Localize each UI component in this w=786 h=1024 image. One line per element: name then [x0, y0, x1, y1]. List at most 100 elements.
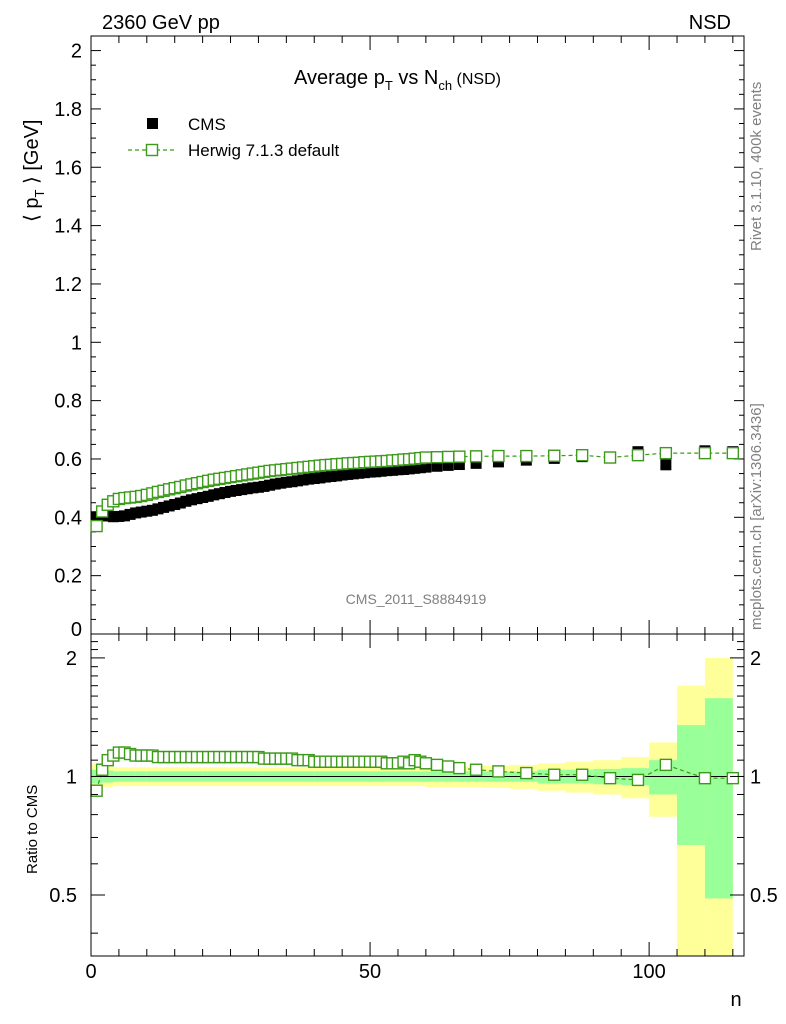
legend: CMS Herwig 7.1.3 default	[128, 115, 339, 160]
ratio-uncertainty-bands	[91, 657, 733, 956]
ratio-herwig-point	[698, 771, 712, 785]
cms-data-point	[275, 477, 287, 489]
cms-data-point	[280, 476, 292, 488]
cms-data-point	[314, 472, 326, 484]
cms-data-point	[308, 473, 320, 485]
process-label: NSD	[689, 12, 731, 34]
cms-data-point	[158, 501, 170, 513]
main-y-tick-label: 0.6	[54, 449, 82, 471]
main-y-tick-label: 1.4	[54, 216, 82, 238]
ratio-markers	[90, 746, 740, 797]
ratio-y-tick-label-right: 1	[750, 766, 761, 788]
cms-data-point	[141, 505, 153, 517]
ratio-herwig-point	[520, 766, 533, 780]
ratio-plot-frame	[90, 633, 745, 957]
cms-data-point	[202, 490, 214, 502]
ratio-inner-band	[704, 698, 733, 899]
cms-data-point	[174, 497, 186, 509]
main-x-ticks	[90, 36, 734, 634]
cms-data-point	[375, 465, 387, 477]
plot-title: Average pT vs Nch (NSD)	[294, 67, 501, 93]
cms-data-point	[124, 508, 136, 520]
legend-cms-marker	[147, 118, 158, 129]
cms-data-point	[264, 479, 276, 491]
rivet-version: Rivet 3.1.10, 400k events	[748, 82, 765, 251]
ratio-y-tick-label-right: 0.5	[750, 885, 778, 907]
cms-data-point	[241, 483, 253, 495]
ratio-herwig-point	[453, 761, 466, 775]
cms-data-point	[319, 471, 331, 483]
cms-data-point	[292, 475, 304, 487]
title-sub-ch: ch	[438, 78, 452, 93]
cms-data-point	[225, 485, 237, 497]
herwig-point	[90, 519, 103, 533]
herwig-point	[441, 450, 455, 464]
ratio-y-tick-label: 1	[66, 766, 77, 788]
main-y-tick-label: 0	[71, 619, 82, 641]
ratio-herwig-point	[548, 768, 561, 781]
cms-data-point	[398, 463, 410, 475]
main-y-axis-label: ⟨ pT ⟩ [GeV]	[21, 120, 47, 223]
cms-data-point	[331, 470, 343, 482]
main-markers	[90, 445, 740, 533]
cms-data-point	[358, 467, 370, 479]
cms-data-point	[191, 493, 203, 505]
herwig-point	[520, 449, 533, 463]
herwig-point	[492, 449, 505, 463]
cms-data-point	[453, 459, 465, 471]
ratio-herwig-point	[419, 757, 433, 770]
ratio-herwig-point	[659, 758, 673, 772]
herwig-point	[659, 446, 673, 460]
main-y-tick-label: 0.2	[54, 566, 82, 588]
cms-data-point	[247, 482, 259, 494]
cms-data-point	[470, 457, 482, 469]
cms-data-point	[208, 489, 220, 501]
ratio-herwig-point	[430, 758, 444, 772]
herwig-point	[430, 451, 444, 464]
herwig-point	[419, 451, 433, 464]
cms-data-point	[403, 463, 415, 475]
cms-data-point	[169, 498, 181, 510]
main-y-tick-label: 0.8	[54, 391, 82, 413]
ratio-y-tick-label: 2	[66, 648, 77, 670]
cms-data-point	[146, 504, 158, 516]
cms-data-point	[342, 468, 354, 480]
legend-cms-label: CMS	[188, 115, 226, 134]
ratio-herwig-point	[441, 760, 455, 773]
ratio-herwig-point	[575, 768, 589, 781]
cms-data-point	[364, 466, 376, 478]
herwig-point	[453, 450, 466, 463]
ratio-y-axis-label: Ratio to CMS	[24, 785, 41, 874]
ratio-y-tick-label: 0.5	[49, 885, 77, 907]
herwig-point	[603, 451, 617, 464]
cms-data-point	[431, 460, 443, 472]
cms-data-point	[163, 500, 175, 512]
main-y-tick-label: 1.8	[54, 99, 82, 121]
herwig-point	[698, 446, 712, 460]
cms-data-point	[118, 510, 130, 522]
cms-data-point	[269, 478, 281, 490]
cms-data-point	[135, 506, 147, 518]
main-y-tick-label: 1.6	[54, 157, 82, 179]
cms-data-point	[386, 464, 398, 476]
herwig-point	[575, 448, 589, 462]
cms-data-point	[286, 476, 298, 488]
cms-data-point	[152, 503, 164, 515]
title-main: Average p	[294, 67, 385, 89]
cms-data-point	[336, 469, 348, 481]
cms-data-point	[252, 481, 264, 493]
ratio-y-tick-label-right: 2	[750, 648, 761, 670]
title-sub-t: T	[385, 78, 393, 93]
cms-data-point	[219, 487, 231, 499]
ratio-herwig-point	[631, 773, 645, 787]
herwig-point	[548, 449, 561, 462]
cms-data-point	[381, 465, 393, 477]
cms-data-point	[420, 461, 432, 473]
herwig-point	[631, 448, 645, 462]
x-tick-label: 50	[359, 961, 381, 983]
ratio-y-ticks: 0.5 0.5 1 1 2 2	[49, 641, 778, 934]
ratio-x-ticks: 0 50 100	[85, 634, 734, 983]
cms-data-point	[230, 484, 242, 496]
mcplots-reference: mcplots.cern.ch [arXiv:1306.3436]	[748, 403, 765, 630]
x-axis-label: n	[730, 989, 741, 1011]
